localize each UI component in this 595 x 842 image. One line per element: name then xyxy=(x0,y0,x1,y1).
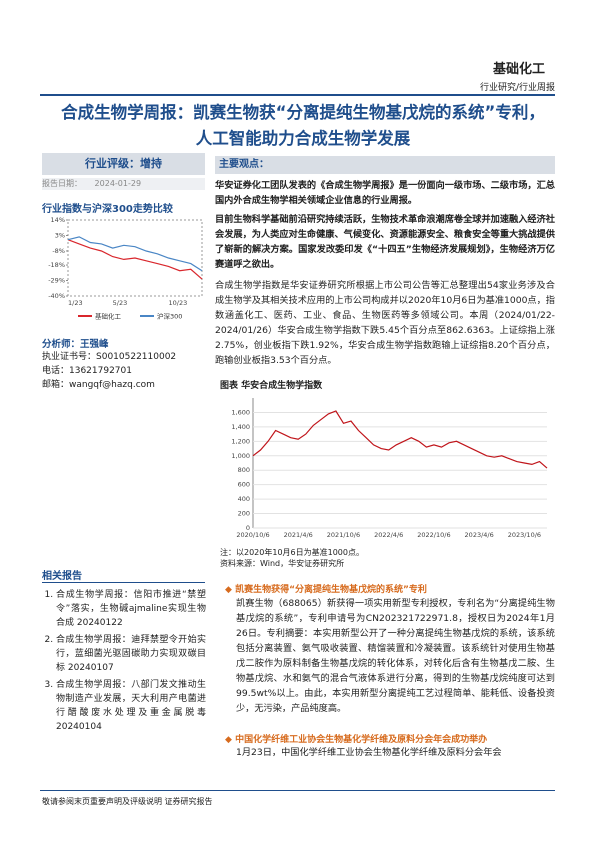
rule xyxy=(40,790,555,791)
date: 2024-01-29 xyxy=(94,179,142,188)
email: 邮箱：wangqf@hazq.com xyxy=(42,380,155,390)
y-tick-label: 1,600 xyxy=(231,408,250,416)
related-list: 合成生物学周报：信阳市推进“禁塑令”落实，生物碱ajmaline实现生物合成 2… xyxy=(42,588,206,737)
news-title-text: 中国化学纤维工业协会生物基化学纤维及原料分会年会成功举办 xyxy=(235,735,488,745)
legend-label: 沪深300 xyxy=(157,312,182,321)
y-tick-label: 400 xyxy=(238,495,250,503)
x-tick-label: 2023/10/6 xyxy=(508,531,541,539)
license: 执业证书号：S0010522110002 xyxy=(42,352,177,362)
footer-left: 敬请参阅末页重要声明及评级说明 证券研究报告 xyxy=(42,796,213,807)
y-tick-label: 200 xyxy=(238,510,250,518)
related-item: 合成生物学周报：迪拜禁塑令开始实行，蓝细菌光驱固碳助力实现双碳目标 202401… xyxy=(56,633,206,675)
news-body: 凯赛生物（688065）新获得一项实用新型专利授权，专利名为“分离提纯生物基戊烷… xyxy=(236,598,555,714)
chart-title: 图表 华安合成生物学指数 xyxy=(220,381,323,391)
y-tick-label: 14% xyxy=(51,216,65,224)
y-tick-label: 800 xyxy=(238,466,250,474)
x-tick-label: 2023/4/6 xyxy=(465,531,494,539)
y-tick-label: 1,200 xyxy=(231,437,250,445)
y-tick-label: -18% xyxy=(48,261,65,269)
chart-heading: 行业指数与沪深300走势比较 xyxy=(42,204,173,215)
index-chart: 0 200 400 600 800 1,000 1,200 1,400 1,600 2020/10… xyxy=(231,398,548,539)
news-title: ◆ 中国化学纤维工业协会生物基化学纤维及原料分会年会成功举办 xyxy=(225,735,488,745)
paragraph: 合成生物学指数是华安证券研究所根据上市公司公告等汇总整理出54家业务涉及合成生物… xyxy=(215,280,555,366)
note: 注：以2020年10月6日为基准1000点。 xyxy=(220,548,364,557)
y-tick-label: -8% xyxy=(52,247,65,255)
news-title-text: 凯赛生物获得“分离提纯生物基戊烷的系统”专利 xyxy=(235,585,427,595)
related-heading: 相关报告 xyxy=(42,571,82,582)
series-line xyxy=(67,236,203,272)
y-tick-label: -40% xyxy=(48,292,65,300)
y-tick-label: 3% xyxy=(55,231,65,239)
date-label: 报告日期： xyxy=(42,179,82,188)
x-tick-label: 2020/10/6 xyxy=(236,531,269,539)
rule xyxy=(40,94,555,96)
x-tick-label: 2021/4/6 xyxy=(284,531,313,539)
rating: 行业评级：增持 xyxy=(42,153,205,175)
main-heading: 主要观点： xyxy=(215,156,555,174)
sector: 基础化工 xyxy=(492,62,545,77)
x-tick-label: 10/23 xyxy=(169,299,188,307)
series-line xyxy=(67,239,203,280)
paragraph: 华安证券化工团队发表的《合成生物学周报》是一份面向一级市场、二级市场，汇总国内外… xyxy=(215,180,555,206)
x-tick-label: 2022/10/6 xyxy=(417,531,450,539)
category: 行业研究/行业周报 xyxy=(479,83,555,93)
index-chart: 14% 3% -8% -18% -29% -40%1/23 5/23 10/23 基础化工 沪深3… xyxy=(48,216,203,321)
series-line xyxy=(252,410,548,469)
x-tick-label: 5/23 xyxy=(113,299,128,307)
x-tick-label: 1/23 xyxy=(68,299,83,307)
plot-frame xyxy=(67,219,203,297)
analyst: 分析师：王强峰 xyxy=(42,339,109,350)
footer-text: 敬请参阅末页重要声明及评级说明 xyxy=(42,797,162,806)
related-item: 合成生物学周报：八部门发文推动生物制造产业发展，天大利用产电菌进行醋酸废水处理及… xyxy=(56,678,206,734)
y-tick-label: -29% xyxy=(48,277,65,285)
source: 资料来源：Wind，华安证券研究所 xyxy=(220,559,345,568)
related-item: 合成生物学周报：信阳市推进“禁塑令”落实，生物碱ajmaline实现生物合成 2… xyxy=(56,588,206,630)
phone: 电话：13621792701 xyxy=(42,366,132,376)
y-tick-label: 1,000 xyxy=(231,452,250,460)
news-title: ◆ 凯赛生物获得“分离提纯生物基戊烷的系统”专利 xyxy=(225,585,427,595)
rule xyxy=(42,582,205,583)
title: 合成生物学周报：凯赛生物获“分离提纯生物基戊烷的系统”专利，人工智能助力合成生物… xyxy=(61,103,545,148)
legend-label: 基础化工 xyxy=(95,312,122,321)
news-body: 1月23日，中国化学纤维工业协会生物基化学纤维及原料分会年会 xyxy=(236,747,502,758)
x-tick-label: 2021/10/6 xyxy=(327,531,360,539)
y-tick-label: 1,400 xyxy=(231,423,250,431)
paragraph: 目前生物科学基础前沿研究持续活跃，生物技术革命浪潮席卷全球并加速融入经济社会发展… xyxy=(215,214,555,270)
y-tick-label: 0 xyxy=(246,524,250,532)
footer-text: 证券研究报告 xyxy=(164,797,213,806)
x-tick-label: 2022/4/6 xyxy=(374,531,403,539)
y-tick-label: 600 xyxy=(238,481,250,489)
